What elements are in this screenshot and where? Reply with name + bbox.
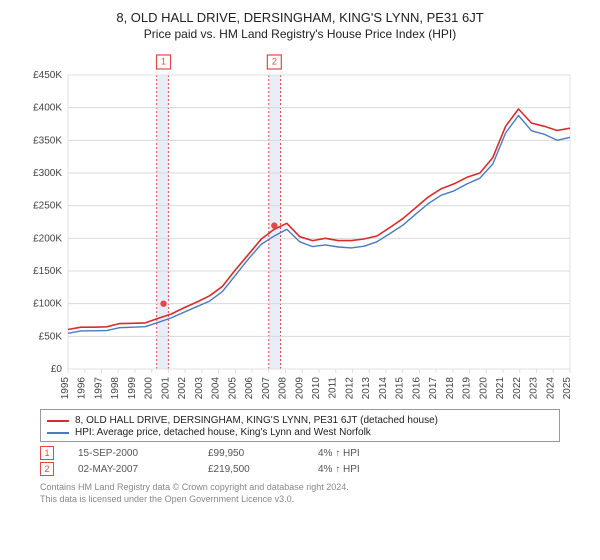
marker-badge: 2	[40, 462, 54, 476]
chart-container: 8, OLD HALL DRIVE, DERSINGHAM, KING'S LY…	[0, 0, 600, 560]
svg-text:2008: 2008	[278, 377, 289, 400]
svg-text:2022: 2022	[512, 377, 523, 400]
svg-text:2025: 2025	[562, 377, 573, 400]
svg-text:2001: 2001	[160, 377, 171, 400]
transaction-pct: 4% ↑ HPI	[318, 448, 438, 459]
svg-text:2019: 2019	[462, 377, 473, 400]
transaction-date: 15-SEP-2000	[78, 448, 208, 459]
svg-text:1996: 1996	[77, 377, 88, 400]
marker-badge: 1	[40, 446, 54, 460]
legend-item: HPI: Average price, detached house, King…	[47, 427, 553, 438]
legend-item: 8, OLD HALL DRIVE, DERSINGHAM, KING'S LY…	[47, 415, 553, 426]
legend-label: HPI: Average price, detached house, King…	[75, 427, 371, 438]
table-row: 2 02-MAY-2007 £219,500 4% ↑ HPI	[40, 462, 560, 476]
svg-text:2009: 2009	[294, 377, 305, 400]
svg-text:£350K: £350K	[33, 135, 62, 146]
svg-text:1995: 1995	[60, 377, 71, 400]
plot-area: £0 £50K £100K £150K £200K £250K £300K £350K £400…	[20, 45, 580, 405]
transaction-date: 02-MAY-2007	[78, 464, 208, 475]
svg-text:2013: 2013	[361, 377, 372, 400]
svg-text:£450K: £450K	[33, 70, 62, 81]
legend-swatch	[47, 420, 69, 422]
svg-text:2002: 2002	[177, 377, 188, 400]
svg-text:2011: 2011	[328, 377, 339, 399]
legend-swatch	[47, 432, 69, 434]
line-chart-svg: £0 £50K £100K £150K £200K £250K £300K £350K £400…	[20, 45, 580, 405]
svg-text:£200K: £200K	[33, 233, 62, 244]
svg-text:£0: £0	[51, 364, 63, 375]
svg-text:2003: 2003	[194, 377, 205, 400]
svg-text:2018: 2018	[445, 377, 456, 400]
svg-text:1997: 1997	[93, 377, 104, 400]
chart-subtitle: Price paid vs. HM Land Registry's House …	[18, 27, 582, 41]
transaction-price: £99,950	[208, 448, 318, 459]
transaction-pct: 4% ↑ HPI	[318, 464, 438, 475]
svg-text:£250K: £250K	[33, 201, 62, 212]
legend-label: 8, OLD HALL DRIVE, DERSINGHAM, KING'S LY…	[75, 415, 438, 426]
transaction-price: £219,500	[208, 464, 318, 475]
svg-text:2021: 2021	[495, 377, 506, 400]
legend: 8, OLD HALL DRIVE, DERSINGHAM, KING'S LY…	[40, 409, 560, 442]
svg-text:2016: 2016	[411, 377, 422, 400]
transactions-table: 1 15-SEP-2000 £99,950 4% ↑ HPI 2 02-MAY-…	[40, 446, 560, 476]
svg-text:£400K: £400K	[33, 103, 62, 114]
svg-text:2024: 2024	[545, 377, 556, 400]
svg-text:£300K: £300K	[33, 168, 62, 179]
svg-text:2010: 2010	[311, 377, 322, 400]
chart-title: 8, OLD HALL DRIVE, DERSINGHAM, KING'S LY…	[18, 10, 582, 25]
svg-text:1998: 1998	[110, 377, 121, 400]
svg-text:2000: 2000	[144, 377, 155, 400]
svg-text:2005: 2005	[227, 377, 238, 400]
copyright-footer: Contains HM Land Registry data © Crown c…	[40, 482, 560, 505]
svg-text:£100K: £100K	[33, 299, 62, 310]
svg-text:2023: 2023	[529, 377, 540, 400]
footer-line: Contains HM Land Registry data © Crown c…	[40, 482, 560, 494]
svg-text:£50K: £50K	[39, 331, 63, 342]
svg-text:2017: 2017	[428, 377, 439, 400]
svg-text:2012: 2012	[344, 377, 355, 400]
svg-text:2: 2	[272, 56, 277, 66]
svg-text:2015: 2015	[395, 377, 406, 400]
svg-text:£150K: £150K	[33, 266, 62, 277]
svg-text:2014: 2014	[378, 377, 389, 400]
table-row: 1 15-SEP-2000 £99,950 4% ↑ HPI	[40, 446, 560, 460]
svg-text:2006: 2006	[244, 377, 255, 400]
svg-text:1: 1	[161, 56, 166, 66]
svg-text:2007: 2007	[261, 377, 272, 400]
svg-text:2020: 2020	[478, 377, 489, 400]
svg-text:2004: 2004	[211, 377, 222, 400]
footer-line: This data is licensed under the Open Gov…	[40, 494, 560, 506]
svg-text:1999: 1999	[127, 377, 138, 400]
